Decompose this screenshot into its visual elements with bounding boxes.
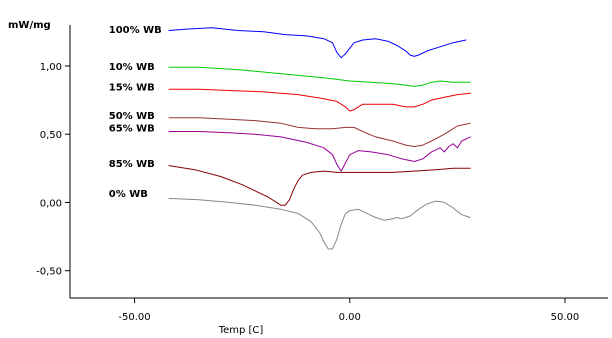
series-label-0-wb: 0% WB [109, 189, 148, 200]
series-line-100-wb [168, 27, 467, 59]
x-ticks: -50.00 0.00 50.00 [118, 298, 579, 323]
series-line-85-wb [168, 165, 471, 206]
series-line-15-wb [168, 88, 471, 112]
y-tick-label: -0,50 [36, 267, 62, 278]
y-axis-label: mW/mg [8, 20, 51, 31]
series-line-0-wb [168, 197, 471, 250]
y-tick-label: 0,00 [40, 198, 62, 209]
series-line-50-wb [168, 117, 471, 147]
x-axis-label: Temp [C] [218, 325, 264, 336]
x-tick-label: 50.00 [551, 312, 580, 323]
series-label-100-wb: 100% WB [109, 25, 162, 36]
series-line-10-wb [168, 66, 471, 87]
series-label-85-wb: 85% WB [109, 159, 155, 170]
x-tick-label: 0.00 [339, 312, 361, 323]
series-label-50-wb: 50% WB [109, 111, 155, 122]
series-label-15-wb: 15% WB [109, 82, 155, 93]
y-ticks: 1,00 0,50 0,00 -0,50 [36, 62, 70, 278]
x-tick-label: -50.00 [118, 312, 150, 323]
y-tick-label: 0,50 [40, 130, 62, 141]
y-tick-label: 1,00 [40, 62, 62, 73]
series-line-65-wb [168, 131, 471, 172]
series-label-10-wb: 10% WB [109, 62, 155, 73]
series-label-65-wb: 65% WB [109, 123, 155, 134]
